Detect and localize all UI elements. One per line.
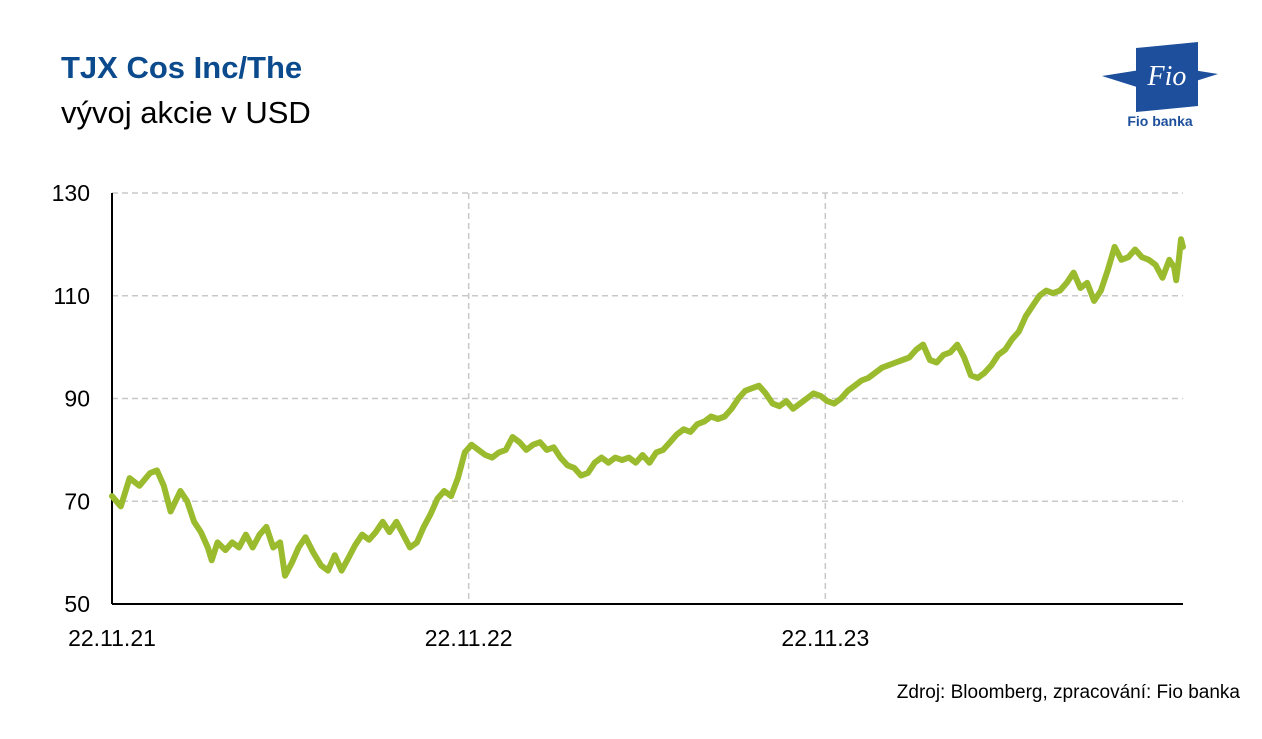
y-tick-label: 90 <box>64 386 90 412</box>
logo-flag <box>1136 42 1198 112</box>
grid-lines <box>112 192 1183 604</box>
logo-text: Fio <box>1147 61 1187 92</box>
logo-left-wing <box>1102 70 1140 88</box>
x-tick-label: 22.11.22 <box>425 625 513 651</box>
fio-banka-logo: Fio Fio banka <box>1102 42 1218 129</box>
x-tick-label: 22.11.23 <box>781 625 869 651</box>
y-tick-label: 110 <box>53 283 90 309</box>
source-note: Zdroj: Bloomberg, zpracování: Fio banka <box>896 682 1240 703</box>
y-tick-label: 130 <box>52 180 90 206</box>
series-group <box>109 236 1186 579</box>
y-tick-labels: 50 70 90 110 130 <box>52 180 90 617</box>
x-tick-labels: 22.11.21 22.11.22 22.11.23 <box>68 625 869 651</box>
chart-subtitle: vývoj akcie v USD <box>61 95 311 130</box>
y-tick-label: 70 <box>64 488 90 514</box>
x-tick-label: 22.11.21 <box>68 625 156 651</box>
chart-title: TJX Cos Inc/The <box>61 50 303 85</box>
axes <box>111 193 1183 605</box>
price-line <box>109 236 1186 579</box>
y-tick-label: 50 <box>64 591 90 617</box>
logo-caption: Fio banka <box>1127 113 1193 129</box>
